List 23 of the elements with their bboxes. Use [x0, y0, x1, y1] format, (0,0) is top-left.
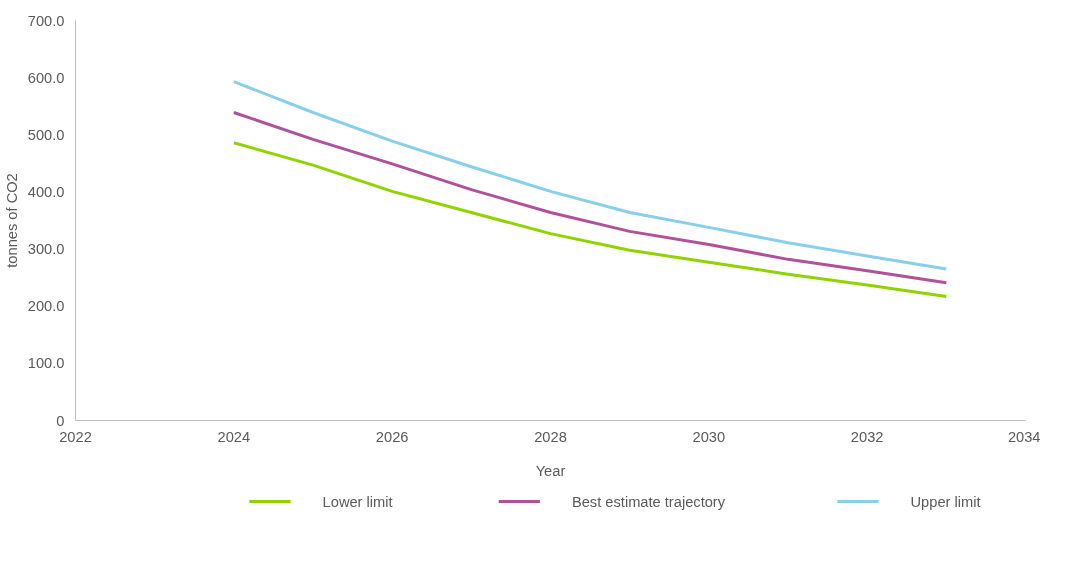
legend-label: Best estimate trajectory [571, 493, 726, 510]
legend-label: Lower limit [322, 493, 393, 510]
x-axis-title: Year [535, 462, 566, 479]
y-tick-label: 500.0 [27, 126, 65, 143]
x-tick-label: 2028 [534, 428, 567, 445]
y-tick-label: 700.0 [27, 12, 65, 29]
y-tick-label: 200.0 [27, 298, 65, 315]
x-tick-label: 2032 [850, 428, 884, 445]
line-series [232, 141, 948, 298]
line-series [232, 111, 948, 285]
y-tick-label: 600.0 [27, 69, 65, 86]
y-tick-label: 400.0 [27, 183, 65, 200]
y-tick-label: 0 [56, 412, 65, 429]
x-tick-label: 2022 [59, 428, 92, 445]
x-tick-label: 2034 [1007, 428, 1041, 445]
x-tick-label: 2030 [692, 428, 726, 445]
line-series [232, 80, 948, 271]
y-axis-title: tonnes of CO2 [3, 173, 20, 268]
x-tick-label: 2026 [375, 428, 409, 445]
x-tick-label: 2024 [217, 428, 251, 445]
y-tick-label: 300.0 [27, 241, 65, 258]
y-tick-label: 100.0 [27, 355, 65, 372]
legend-label: Upper limit [910, 493, 981, 510]
